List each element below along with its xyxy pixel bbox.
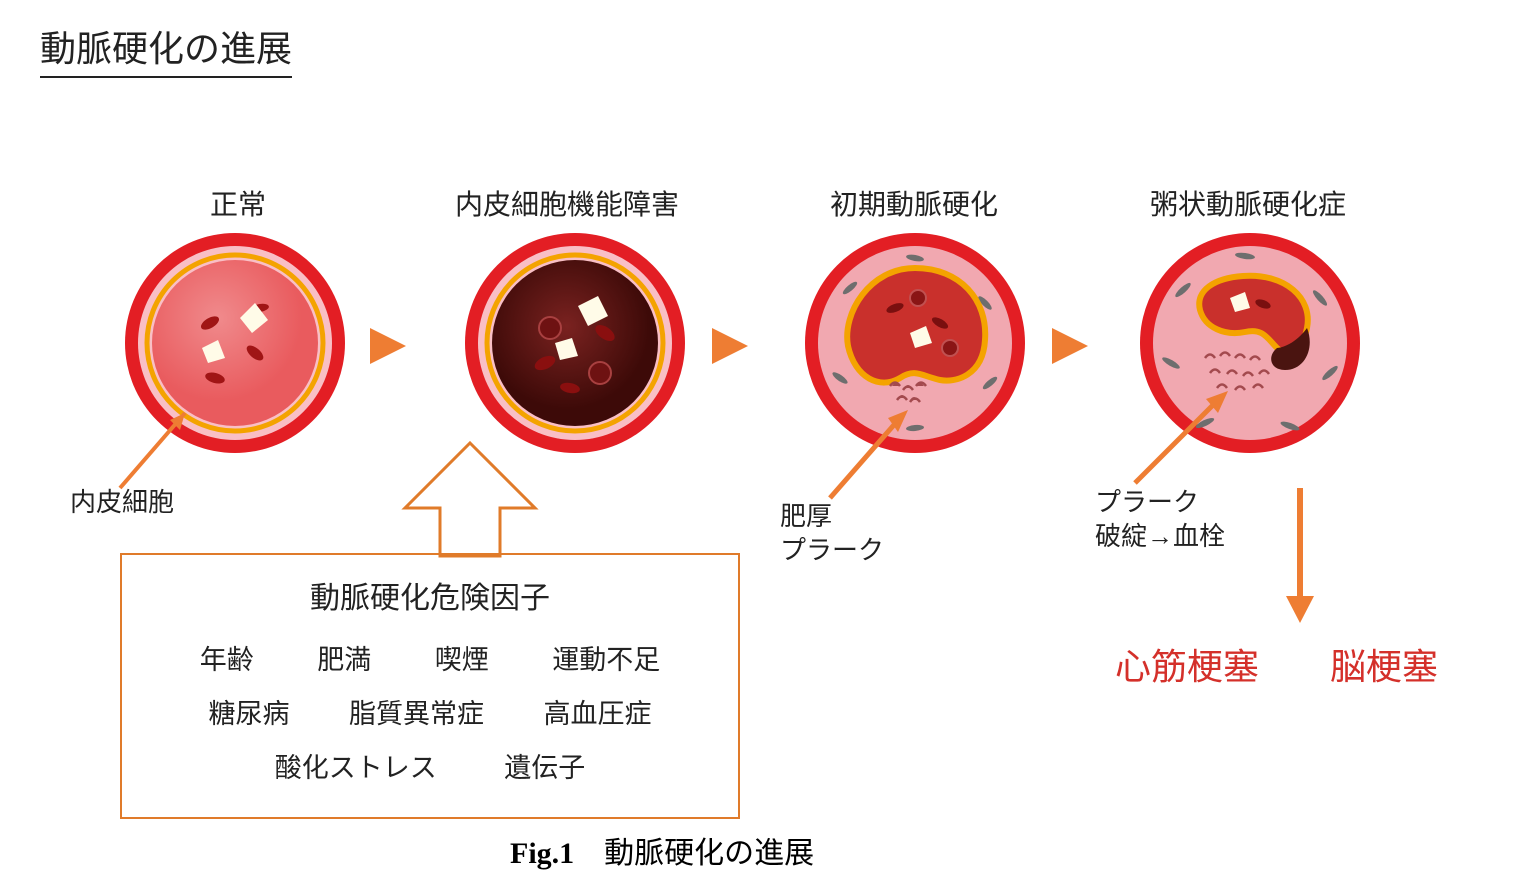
endothelial-pointer	[100, 398, 220, 498]
arrow-3	[1052, 328, 1088, 364]
down-arrow	[1280, 488, 1320, 628]
risk-row-3: 酸化ストレス 遺伝子	[150, 741, 710, 795]
thickening-pointer	[810, 398, 930, 508]
risk-row-2: 糖尿病 脂質異常症 高血圧症	[150, 687, 710, 741]
artery-dysfunction	[460, 228, 690, 458]
thickening-label: 肥厚 プラーク	[780, 500, 884, 568]
stage-label-4: 粥状動脈硬化症	[1150, 183, 1346, 223]
rupture-pointer	[1120, 383, 1250, 493]
endothelial-label: 内皮細胞	[70, 486, 174, 520]
risk-title: 動脈硬化危険因子	[150, 573, 710, 617]
risk-row-1: 年齢 肥満 喫煙 運動不足	[150, 633, 710, 687]
arrow-1	[370, 328, 406, 364]
stage-label-2: 内皮細胞機能障害	[455, 183, 679, 223]
risk-factor-box: 動脈硬化危険因子 年齢 肥満 喫煙 運動不足 糖尿病 脂質異常症 高血圧症 酸化…	[120, 553, 740, 819]
stage-label-3: 初期動脈硬化	[830, 183, 998, 223]
outcome-stroke: 脳梗塞	[1330, 638, 1438, 690]
figure-caption: Fig.1 動脈硬化の進展	[510, 828, 814, 872]
page-title: 動脈硬化の進展	[40, 20, 292, 78]
arrow-2	[712, 328, 748, 364]
rupture-label: プラーク 破綻→血栓	[1095, 486, 1225, 554]
diagram-canvas: 正常 内皮細胞機能障害 初期動脈硬化 粥状動脈硬化症 内皮細胞	[40, 108, 1480, 828]
outcome-mi: 心筋梗塞	[1115, 638, 1259, 690]
stage-label-1: 正常	[210, 183, 266, 223]
